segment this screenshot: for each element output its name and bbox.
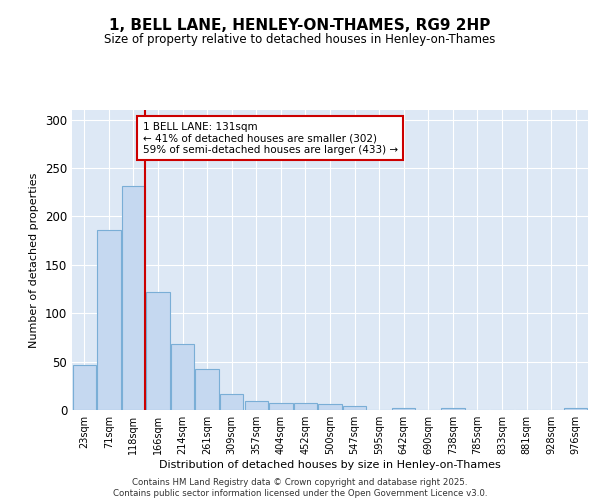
Bar [220, 394, 244, 410]
Bar [245, 402, 268, 410]
Text: Size of property relative to detached houses in Henley-on-Thames: Size of property relative to detached ho… [104, 32, 496, 46]
Text: Contains HM Land Registry data © Crown copyright and database right 2025.
Contai: Contains HM Land Registry data © Crown c… [113, 478, 487, 498]
Text: 1 BELL LANE: 131sqm
← 41% of detached houses are smaller (302)
59% of semi-detac: 1 BELL LANE: 131sqm ← 41% of detached ho… [143, 122, 398, 155]
Bar [269, 403, 293, 410]
Bar [122, 186, 145, 410]
Bar [441, 408, 464, 410]
Bar [392, 408, 415, 410]
Bar [73, 364, 96, 410]
Bar [319, 404, 341, 410]
Y-axis label: Number of detached properties: Number of detached properties [29, 172, 40, 348]
Bar [564, 408, 587, 410]
Bar [294, 403, 317, 410]
Bar [196, 370, 219, 410]
Bar [171, 344, 194, 410]
Bar [343, 406, 366, 410]
X-axis label: Distribution of detached houses by size in Henley-on-Thames: Distribution of detached houses by size … [159, 460, 501, 470]
Bar [97, 230, 121, 410]
Text: 1, BELL LANE, HENLEY-ON-THAMES, RG9 2HP: 1, BELL LANE, HENLEY-ON-THAMES, RG9 2HP [109, 18, 491, 32]
Bar [146, 292, 170, 410]
